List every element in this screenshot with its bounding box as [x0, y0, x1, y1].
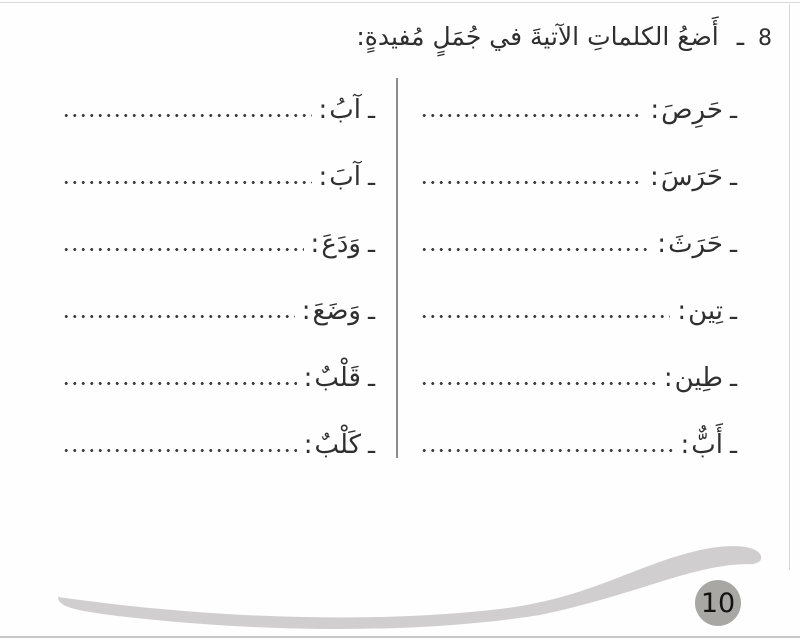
colon: :: [657, 229, 667, 259]
word-entry: ـ كَلْبٌ :: [62, 412, 375, 479]
entry-dash: ـ: [729, 163, 737, 191]
arabic-word: أَبٌّ: [691, 430, 723, 460]
arabic-word: كَلْبٌ: [314, 430, 361, 460]
word-entry: ـ وَدَعَ :: [62, 211, 375, 278]
word-entry: ـ آبُ :: [62, 77, 375, 144]
exercise-header: 8 ـ أَضعُ الكلماتِ الآتيةَ في جُمَلٍ مُف…: [356, 22, 772, 51]
column-divider: [396, 78, 398, 458]
word-entry: ـ حَرَسَ :: [420, 144, 737, 211]
entry-dash: ـ: [729, 96, 737, 124]
answer-blank-line: [62, 314, 295, 319]
answer-blank-line: [420, 180, 644, 185]
arabic-word: حَرَثَ: [668, 229, 723, 259]
entry-dash: ـ: [367, 96, 375, 124]
page-number: 10: [700, 587, 736, 619]
colon: :: [680, 430, 690, 460]
word-entry: ـ قَلْبٌ :: [62, 345, 375, 412]
colon: :: [303, 430, 313, 460]
answer-blank-line: [62, 113, 312, 118]
colon: :: [677, 296, 687, 326]
colon: :: [310, 229, 320, 259]
colon: :: [663, 363, 673, 393]
answer-blank-line: [420, 448, 674, 453]
entry-dash: ـ: [367, 163, 375, 191]
word-entry: ـ أَبٌّ :: [420, 412, 737, 479]
colon: :: [650, 162, 659, 192]
word-entry: ـ حَرِصَ :: [420, 77, 737, 144]
entry-dash: ـ: [367, 297, 375, 325]
colon: :: [318, 95, 328, 125]
word-entry: ـ تِين :: [420, 278, 737, 345]
colon: :: [318, 162, 328, 192]
answer-blank-line: [62, 180, 312, 185]
colon: :: [650, 95, 660, 125]
entry-dash: ـ: [367, 364, 375, 392]
answer-blank-line: [420, 314, 671, 319]
arabic-word: آبُ: [329, 95, 361, 125]
page-number-badge: 10: [695, 580, 741, 626]
answer-blank-line: [420, 381, 657, 386]
answer-blank-line: [420, 113, 644, 118]
right-column: ـ حَرِصَ : ـ حَرَسَ : ـ حَرَثَ : ـ تِين …: [420, 77, 737, 479]
word-entry: ـ وَضَعَ :: [62, 278, 375, 345]
left-column: ـ آبُ : ـ آبَ : ـ وَدَعَ : ـ وَضَعَ : ـ …: [62, 77, 375, 479]
scan-edge-bottom: [0, 636, 800, 638]
answer-blank-line: [62, 381, 297, 386]
entry-dash: ـ: [729, 297, 737, 325]
exercise-number: 8: [758, 26, 772, 51]
arabic-word: طِين: [674, 363, 723, 393]
answer-blank-line: [420, 247, 651, 252]
entry-dash: ـ: [367, 230, 375, 258]
scan-edge-right: [789, 4, 790, 570]
answer-blank-line: [62, 247, 304, 252]
entry-dash: ـ: [729, 431, 737, 459]
answer-blank-line: [62, 448, 297, 453]
arabic-word: تِين: [688, 296, 723, 326]
arabic-word: آبَ: [329, 162, 361, 192]
entry-dash: ـ: [367, 431, 375, 459]
word-entry: ـ طِين :: [420, 345, 737, 412]
colon: :: [301, 296, 311, 326]
word-entry: ـ آبَ :: [62, 144, 375, 211]
exercise-title: أَضعُ الكلماتِ الآتيةَ في جُمَلٍ مُفيدةٍ…: [356, 22, 719, 51]
scan-edge-top: [0, 2, 800, 3]
entry-dash: ـ: [729, 230, 737, 258]
arabic-word: وَضَعَ: [312, 296, 361, 326]
entry-dash: ـ: [729, 364, 737, 392]
word-entry: ـ حَرَثَ :: [420, 211, 737, 278]
colon: :: [303, 363, 313, 393]
arabic-word: قَلْبٌ: [314, 363, 361, 393]
arabic-word: حَرِصَ: [661, 95, 723, 125]
arabic-word: وَدَعَ: [321, 229, 361, 259]
arabic-word: حَرَسَ: [660, 162, 723, 192]
wave-decoration: [58, 546, 762, 629]
header-dash: ـ: [736, 22, 745, 51]
